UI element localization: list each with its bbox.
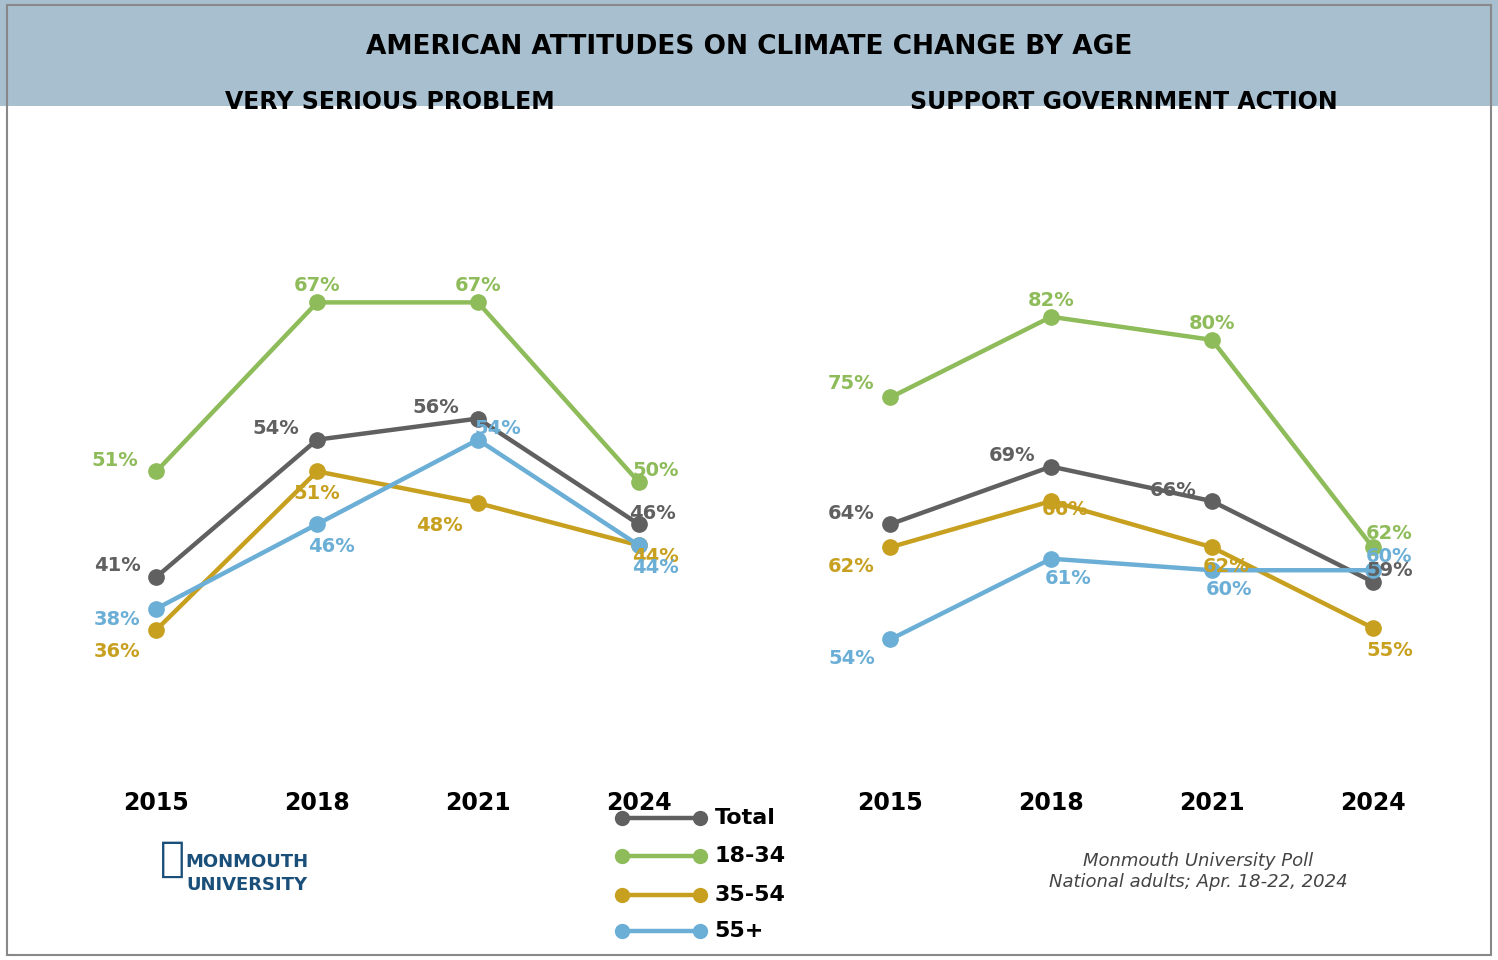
Text: ⛪: ⛪ [160,838,184,880]
Text: 56%: 56% [413,398,460,417]
Text: 51%: 51% [91,451,138,469]
Text: 62%: 62% [828,557,875,576]
Text: 60%: 60% [1366,547,1413,565]
Text: 55%: 55% [1366,640,1413,660]
Text: 38%: 38% [94,611,141,629]
Text: 67%: 67% [454,276,502,296]
Text: 75%: 75% [828,374,875,393]
Text: 35-54: 35-54 [715,885,785,904]
Text: 59%: 59% [1366,562,1413,580]
Text: 64%: 64% [828,504,875,522]
Text: SUPPORT GOVERNMENT ACTION: SUPPORT GOVERNMENT ACTION [909,90,1338,114]
Text: Total: Total [715,808,776,828]
Text: 55+: 55+ [715,922,764,941]
Text: 44%: 44% [632,547,679,565]
Text: MONMOUTH
UNIVERSITY: MONMOUTH UNIVERSITY [186,852,309,895]
Text: 36%: 36% [94,642,141,661]
Text: 41%: 41% [94,557,141,575]
Text: 51%: 51% [294,484,340,503]
Text: 54%: 54% [828,649,875,668]
Text: 48%: 48% [415,516,463,535]
Text: 60%: 60% [1206,580,1252,599]
Text: 50%: 50% [632,462,679,480]
Text: 18-34: 18-34 [715,847,785,866]
Text: 46%: 46% [307,537,355,556]
Text: 46%: 46% [629,504,676,522]
Text: 66%: 66% [1149,481,1197,499]
Text: 54%: 54% [252,420,298,438]
Text: 44%: 44% [632,558,679,577]
Text: 66%: 66% [1041,500,1089,519]
Text: 82%: 82% [1028,291,1074,310]
Text: 80%: 80% [1189,314,1236,333]
Text: 54%: 54% [473,420,521,438]
Text: 69%: 69% [989,446,1035,465]
Text: 67%: 67% [294,276,340,296]
Text: AMERICAN ATTITUDES ON CLIMATE CHANGE BY AGE: AMERICAN ATTITUDES ON CLIMATE CHANGE BY … [366,34,1132,60]
Text: 62%: 62% [1366,524,1413,542]
Text: VERY SERIOUS PROBLEM: VERY SERIOUS PROBLEM [225,90,554,114]
Text: 62%: 62% [1203,557,1249,576]
Text: Monmouth University Poll
National adults; Apr. 18-22, 2024: Monmouth University Poll National adults… [1049,852,1348,891]
Text: 61%: 61% [1044,568,1091,588]
